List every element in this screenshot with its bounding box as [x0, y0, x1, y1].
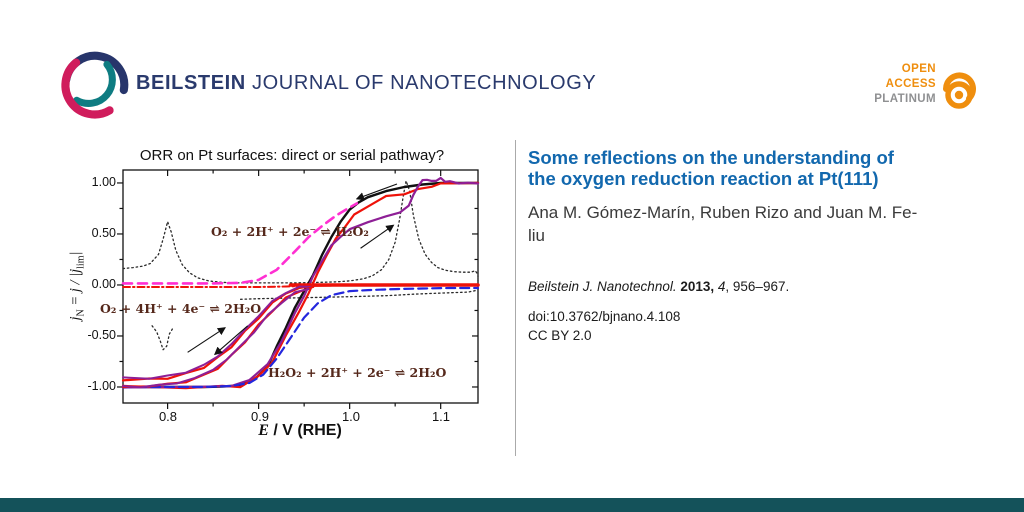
- y-axis-sub2: lim: [75, 255, 87, 269]
- y-axis-label: jN = j / |jlim|: [68, 252, 87, 321]
- divider-line: [515, 140, 516, 456]
- journal-name-rest: JOURNAL OF NANOTECHNOLOGY: [245, 72, 597, 94]
- open-access-line1: OPEN: [901, 63, 936, 75]
- article-doi: doi:10.3762/bjnano.4.108: [528, 309, 681, 324]
- figure-title: ORR on Pt surfaces: direct or serial pat…: [139, 147, 445, 164]
- footer-bar: [0, 498, 1024, 512]
- equation-2e-peroxide: O₂ + 2H⁺ + 2e⁻ ⇌ H₂O₂: [211, 224, 369, 239]
- citation-volume: 4: [717, 279, 726, 294]
- y-tick-label: -1.00: [87, 379, 117, 393]
- x-axis-symbol: E: [258, 422, 269, 439]
- journal-name-bold: BEILSTEIN: [136, 72, 246, 94]
- article-title: Some reflections on the understanding of…: [528, 147, 1003, 189]
- article-title-line1: Some reflections on the understanding of: [528, 147, 894, 168]
- y-tick-label: 1.00: [91, 175, 116, 189]
- open-access-line2: ACCESS: [885, 78, 936, 90]
- x-tick-label: 1.1: [431, 409, 451, 424]
- x-tick-label: 1.0: [341, 409, 361, 424]
- authors-line1: Ana M. Gómez-Marín, Ruben Rizo and Juan …: [528, 203, 918, 222]
- x-axis-units: / V (RHE): [268, 422, 342, 439]
- citation-year: 2013,: [680, 279, 718, 294]
- journal-wordmark: BEILSTEIN JOURNAL OF NANOTECHNOLOGY: [136, 72, 596, 95]
- x-tick-label: 0.9: [250, 409, 270, 424]
- y-axis-end: |: [67, 251, 84, 256]
- y-tick-label: -0.50: [87, 328, 117, 342]
- authors-line2: liu: [528, 226, 546, 245]
- y-axis-symbol: j: [67, 316, 84, 321]
- citation-pages: , 956–967.: [725, 279, 790, 294]
- open-access-line3: PLATINUM: [874, 93, 936, 105]
- y-tick-label: 0.00: [91, 277, 116, 291]
- equation-4e-water: O₂ + 4H⁺ + 4e⁻ ⇌ 2H₂O: [100, 301, 262, 316]
- x-tick-label: 0.8: [158, 409, 178, 424]
- y-axis-sub: N: [75, 309, 87, 317]
- beilstein-logo-icon: [61, 51, 129, 119]
- x-axis-label: E / V (RHE): [230, 422, 370, 440]
- article-citation: Beilstein J. Nanotechnol. 2013, 4, 956–9…: [528, 279, 998, 294]
- y-tick-label: 0.50: [91, 226, 116, 240]
- y-axis-mid: = j / |j: [67, 268, 84, 310]
- open-access-label: OPEN ACCESS PLATINUM: [874, 62, 936, 107]
- article-license: CC BY 2.0: [528, 328, 592, 343]
- article-title-line2: the oxygen reduction reaction at Pt(111): [528, 168, 879, 189]
- citation-journal: Beilstein J. Nanotechnol.: [528, 279, 681, 294]
- article-authors: Ana M. Gómez-Marín, Ruben Rizo and Juan …: [528, 201, 998, 247]
- open-lock-icon: [942, 72, 976, 109]
- equation-peroxide-reduction: H₂O₂ + 2H⁺ + 2e⁻ ⇌ 2H₂O: [268, 365, 447, 380]
